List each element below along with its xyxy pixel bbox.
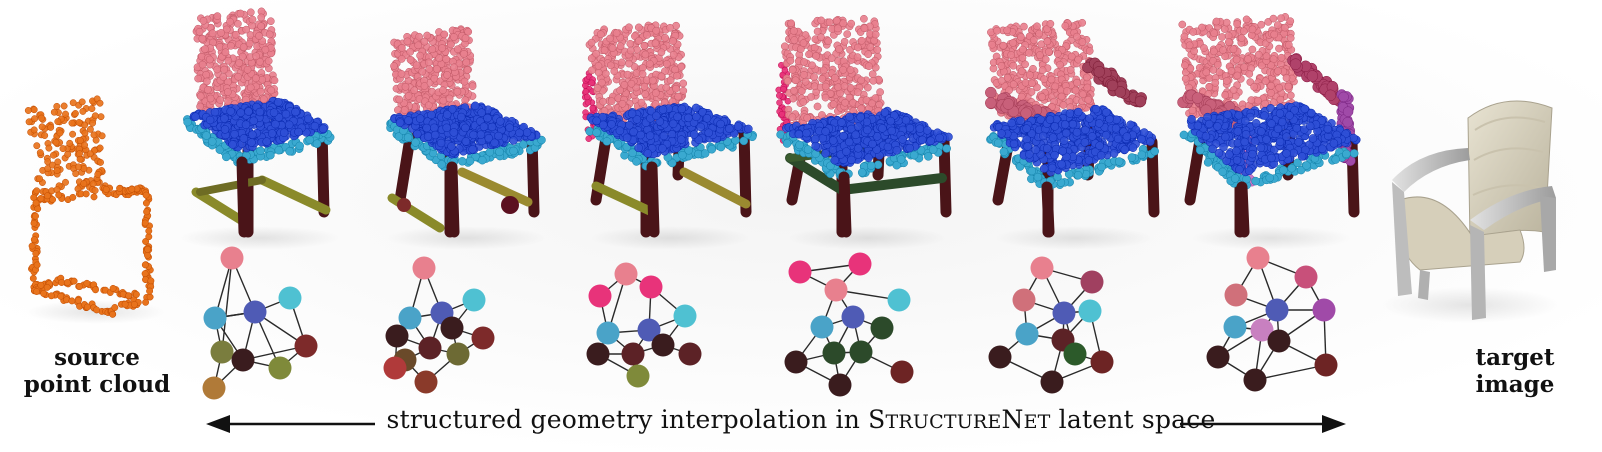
graph-node xyxy=(849,340,873,364)
graph-node xyxy=(268,356,292,380)
interpolated-chair-4 xyxy=(775,14,953,250)
interpolated-chair-5 xyxy=(985,18,1160,250)
source-label-line1: source xyxy=(54,344,140,371)
target-label: target image xyxy=(1455,344,1575,398)
graph-node xyxy=(841,305,865,329)
graph-node xyxy=(1052,301,1076,325)
interpolated-chair-3 xyxy=(581,21,757,250)
graph-node xyxy=(385,324,409,348)
graph-node xyxy=(639,275,663,299)
graph-node xyxy=(203,306,227,330)
graph-node xyxy=(1224,283,1248,307)
graph-node xyxy=(788,260,812,284)
graph-node xyxy=(822,341,846,365)
graph-node xyxy=(412,256,436,280)
interpolated-chair-6 xyxy=(1177,13,1361,250)
graph-node xyxy=(278,286,302,310)
graph-node xyxy=(231,348,255,372)
graph-node xyxy=(621,342,645,366)
target-label-line1: target xyxy=(1475,344,1555,371)
graph-node xyxy=(887,288,911,312)
graph-node xyxy=(1243,368,1267,392)
graph-node xyxy=(988,345,1012,369)
graph-node xyxy=(1078,299,1102,323)
caption-name-small2: ET xyxy=(1023,411,1051,433)
caption-name-small1: TRUCTURE xyxy=(885,411,1002,433)
graph-node xyxy=(440,316,464,340)
graph-node xyxy=(462,288,486,312)
graph-node xyxy=(890,360,914,384)
graph-node xyxy=(414,370,438,394)
graph-node xyxy=(637,318,661,342)
graph-node xyxy=(1223,315,1247,339)
graph-node xyxy=(1294,265,1318,289)
structure-graph-3 xyxy=(586,262,702,388)
structure-graph-2 xyxy=(383,256,495,394)
graph-node xyxy=(210,340,234,364)
graph-node xyxy=(596,321,620,345)
graph-node xyxy=(202,376,226,400)
structure-graph-6 xyxy=(1206,246,1338,392)
graph-node xyxy=(1090,350,1114,374)
structure-graph-1 xyxy=(202,246,318,400)
source-label-line2: point cloud xyxy=(23,371,171,398)
graph-node xyxy=(651,333,675,357)
caption-name-cap1: S xyxy=(868,405,886,434)
figure-caption: structured geometry interpolation in STR… xyxy=(0,405,1602,434)
graph-node xyxy=(220,246,244,270)
graph-node xyxy=(418,336,442,360)
left-arrow xyxy=(206,415,375,433)
graph-node xyxy=(586,342,610,366)
caption-name-cap2: N xyxy=(1001,405,1024,434)
source-point-cloud xyxy=(24,95,165,324)
graph-node xyxy=(678,342,702,366)
right-arrow xyxy=(1180,415,1346,433)
structure-graph-5 xyxy=(988,256,1114,394)
graph-node xyxy=(614,262,638,286)
graph-node xyxy=(626,364,650,388)
graph-node xyxy=(1040,370,1064,394)
graph-node xyxy=(1265,298,1289,322)
graph-node xyxy=(1250,318,1274,342)
graph-node xyxy=(1080,270,1104,294)
graph-node xyxy=(1312,298,1336,322)
graph-node xyxy=(294,334,318,358)
graph-node xyxy=(870,316,894,340)
graph-node xyxy=(471,326,495,350)
graph-node xyxy=(588,284,612,308)
graph-node xyxy=(1012,288,1036,312)
graph-node xyxy=(1015,322,1039,346)
graph-node xyxy=(848,252,872,276)
graph-node xyxy=(446,342,470,366)
caption-prefix: structured geometry interpolation in xyxy=(386,405,869,434)
graph-node xyxy=(243,300,267,324)
target-label-line2: image xyxy=(1475,371,1555,398)
graph-node xyxy=(383,356,407,380)
interpolated-chair-1 xyxy=(180,7,340,250)
graph-node xyxy=(828,373,852,397)
graph-node xyxy=(1030,256,1054,280)
graph-node xyxy=(1206,345,1230,369)
graph-node xyxy=(784,350,808,374)
graph-node xyxy=(1246,246,1270,270)
graph-node xyxy=(398,306,422,330)
graph-node xyxy=(1314,353,1338,377)
graph-node xyxy=(673,304,697,328)
graph-node xyxy=(1267,329,1291,353)
interpolated-chair-2 xyxy=(386,25,546,250)
caption-suffix: latent space xyxy=(1050,405,1216,434)
graph-node xyxy=(824,278,848,302)
structure-graph-4 xyxy=(784,252,914,397)
graph-node xyxy=(1063,342,1087,366)
target-image-chair xyxy=(1380,100,1560,323)
graph-node xyxy=(810,315,834,339)
source-label: source point cloud xyxy=(22,344,172,398)
